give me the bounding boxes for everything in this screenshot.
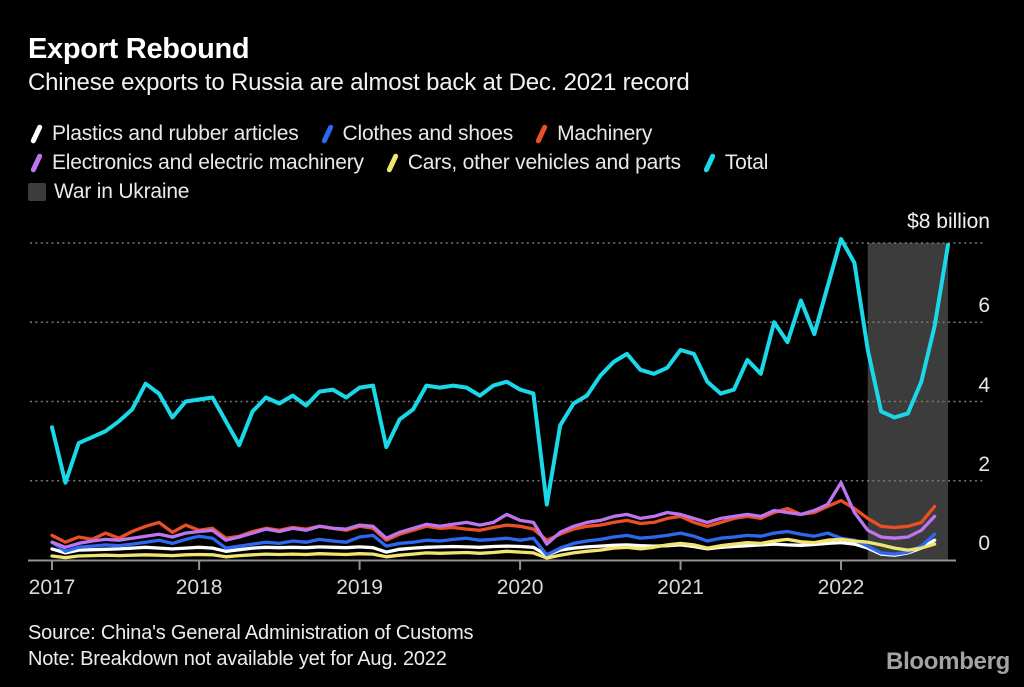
legend-label: War in Ukraine: [54, 179, 190, 203]
x-tick-label-2017: 2017: [28, 576, 76, 599]
x-tick-label-2021: 2021: [657, 576, 704, 599]
chart-subtitle: Chinese exports to Russia are almost bac…: [28, 69, 690, 96]
legend-item-machinery: Machinery: [533, 122, 652, 146]
legend-item-clothes-and-shoes: Clothes and shoes: [319, 121, 514, 146]
y-axis-label-0: 0: [978, 532, 990, 555]
x-tick-label-2022: 2022: [817, 576, 865, 599]
legend-label: Clothes and shoes: [342, 121, 514, 145]
legend-label: Total: [724, 150, 769, 174]
legend-label: Electronics and electric machinery: [52, 150, 364, 174]
series-line-1: [50, 529, 937, 557]
data-note: Note: Breakdown not available yet for Au…: [28, 648, 447, 670]
chart-title: Export Rebound: [28, 33, 250, 65]
legend-item-total: Total: [701, 151, 768, 175]
legend-row: Electronics and electric machinery Cars, …: [28, 148, 988, 177]
series-line-3: [50, 481, 937, 549]
band-swatch-icon: [28, 182, 46, 201]
legend-item-war-in-ukraine: War in Ukraine: [28, 180, 189, 204]
x-tick-label-2018: 2018: [175, 576, 223, 599]
legend-item-plastics-and-rubber-articles: Plastics and rubber articles: [28, 122, 299, 146]
legend-label: Cars, other vehicles and parts: [407, 150, 681, 174]
y-axis-label-6: 6: [978, 294, 990, 318]
legend-item-cars-other-vehicles-and-parts: Cars, other vehicles and parts: [384, 151, 681, 175]
legend-row: Plastics and rubber articles Clothes and …: [28, 119, 988, 148]
legend: Plastics and rubber articles Clothes and …: [28, 119, 988, 206]
series-line-0: [50, 538, 937, 557]
y-axis-unit-label: $8 billion: [907, 210, 990, 233]
x-tick-label-2019: 2019: [336, 576, 383, 599]
series-line-5: [50, 237, 950, 507]
bloomberg-logo: Bloomberg: [886, 648, 1010, 675]
y-axis-label-2: 2: [978, 452, 990, 476]
x-tick-label-2020: 2020: [496, 576, 544, 599]
legend-item-electronics-and-electric-machinery: Electronics and electric machinery: [28, 151, 364, 175]
legend-row: War in Ukraine: [28, 177, 988, 206]
legend-label: Plastics and rubber articles: [52, 121, 299, 145]
series-line-4: [50, 537, 937, 560]
y-axis-label-4: 4: [978, 373, 990, 397]
legend-label: Machinery: [557, 121, 653, 145]
source-note: Source: China's General Administration o…: [28, 622, 474, 644]
